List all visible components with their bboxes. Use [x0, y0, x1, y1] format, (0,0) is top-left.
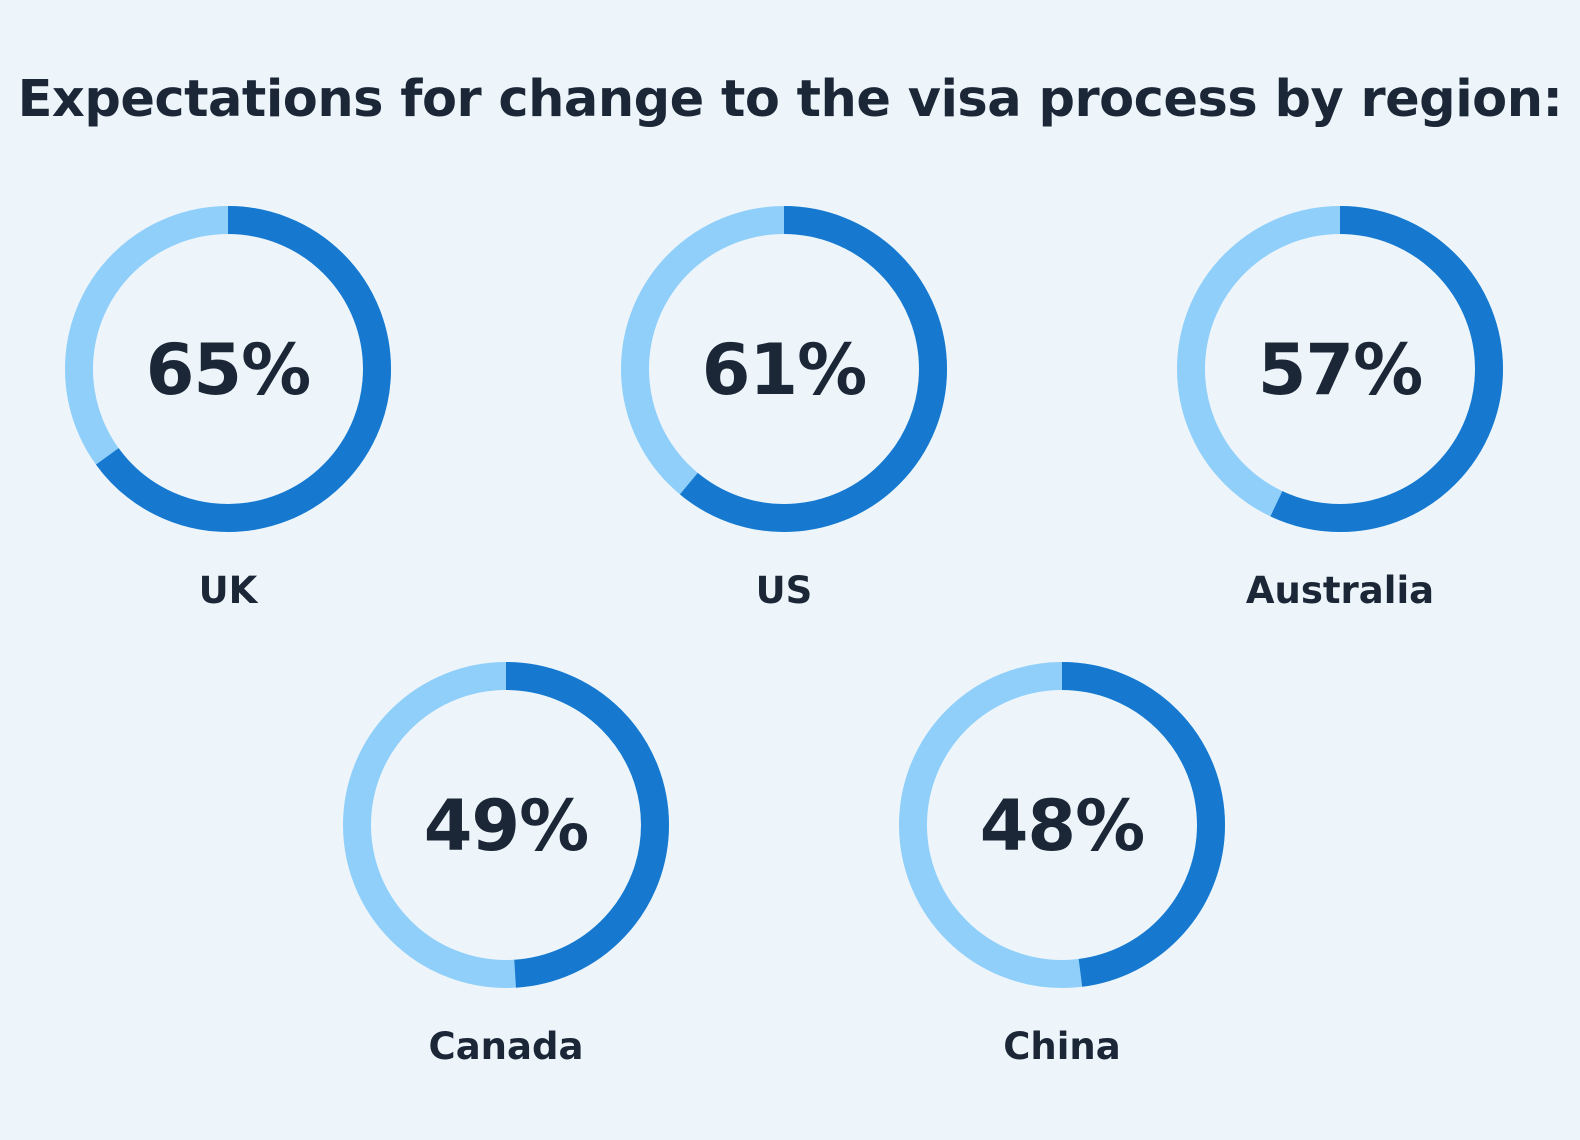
donut-australia-value-label: 57%: [1257, 329, 1424, 411]
donut-uk-value-arc: [65, 206, 391, 532]
donut-uk-graphic: [65, 206, 391, 532]
donut-china-value-arc: [899, 662, 1225, 988]
donut-canada: 49% Canada: [341, 660, 671, 1068]
donut-us-value-label: 61%: [701, 329, 868, 411]
chart-title: Expectations for change to the visa proc…: [17, 70, 1563, 129]
donut-australia-region-label: Australia: [1245, 569, 1435, 612]
donut-china: 48% China: [897, 660, 1227, 1068]
donut-china-value-label: 48%: [979, 785, 1146, 867]
donut-us-value-arc: [621, 206, 947, 532]
donut-australia-value-arc: [1177, 206, 1503, 532]
donut-china-graphic: [899, 662, 1225, 988]
donut-australia: 57% Australia: [1175, 204, 1505, 612]
donut-uk-value-label: 65%: [145, 329, 312, 411]
donut-australia-graphic: [1177, 206, 1503, 532]
donut-canada-region-label: Canada: [428, 1025, 584, 1068]
donut-uk-region-label: UK: [198, 569, 258, 612]
donut-us: 61% US: [619, 204, 949, 612]
donut-canada-graphic: [343, 662, 669, 988]
donut-uk: 65% UK: [63, 204, 393, 612]
donut-us-graphic: [621, 206, 947, 532]
donut-us-region-label: US: [755, 569, 813, 612]
donut-china-region-label: China: [1003, 1025, 1121, 1068]
donut-canada-value-arc: [343, 662, 669, 988]
donut-canada-value-label: 49%: [423, 785, 590, 867]
